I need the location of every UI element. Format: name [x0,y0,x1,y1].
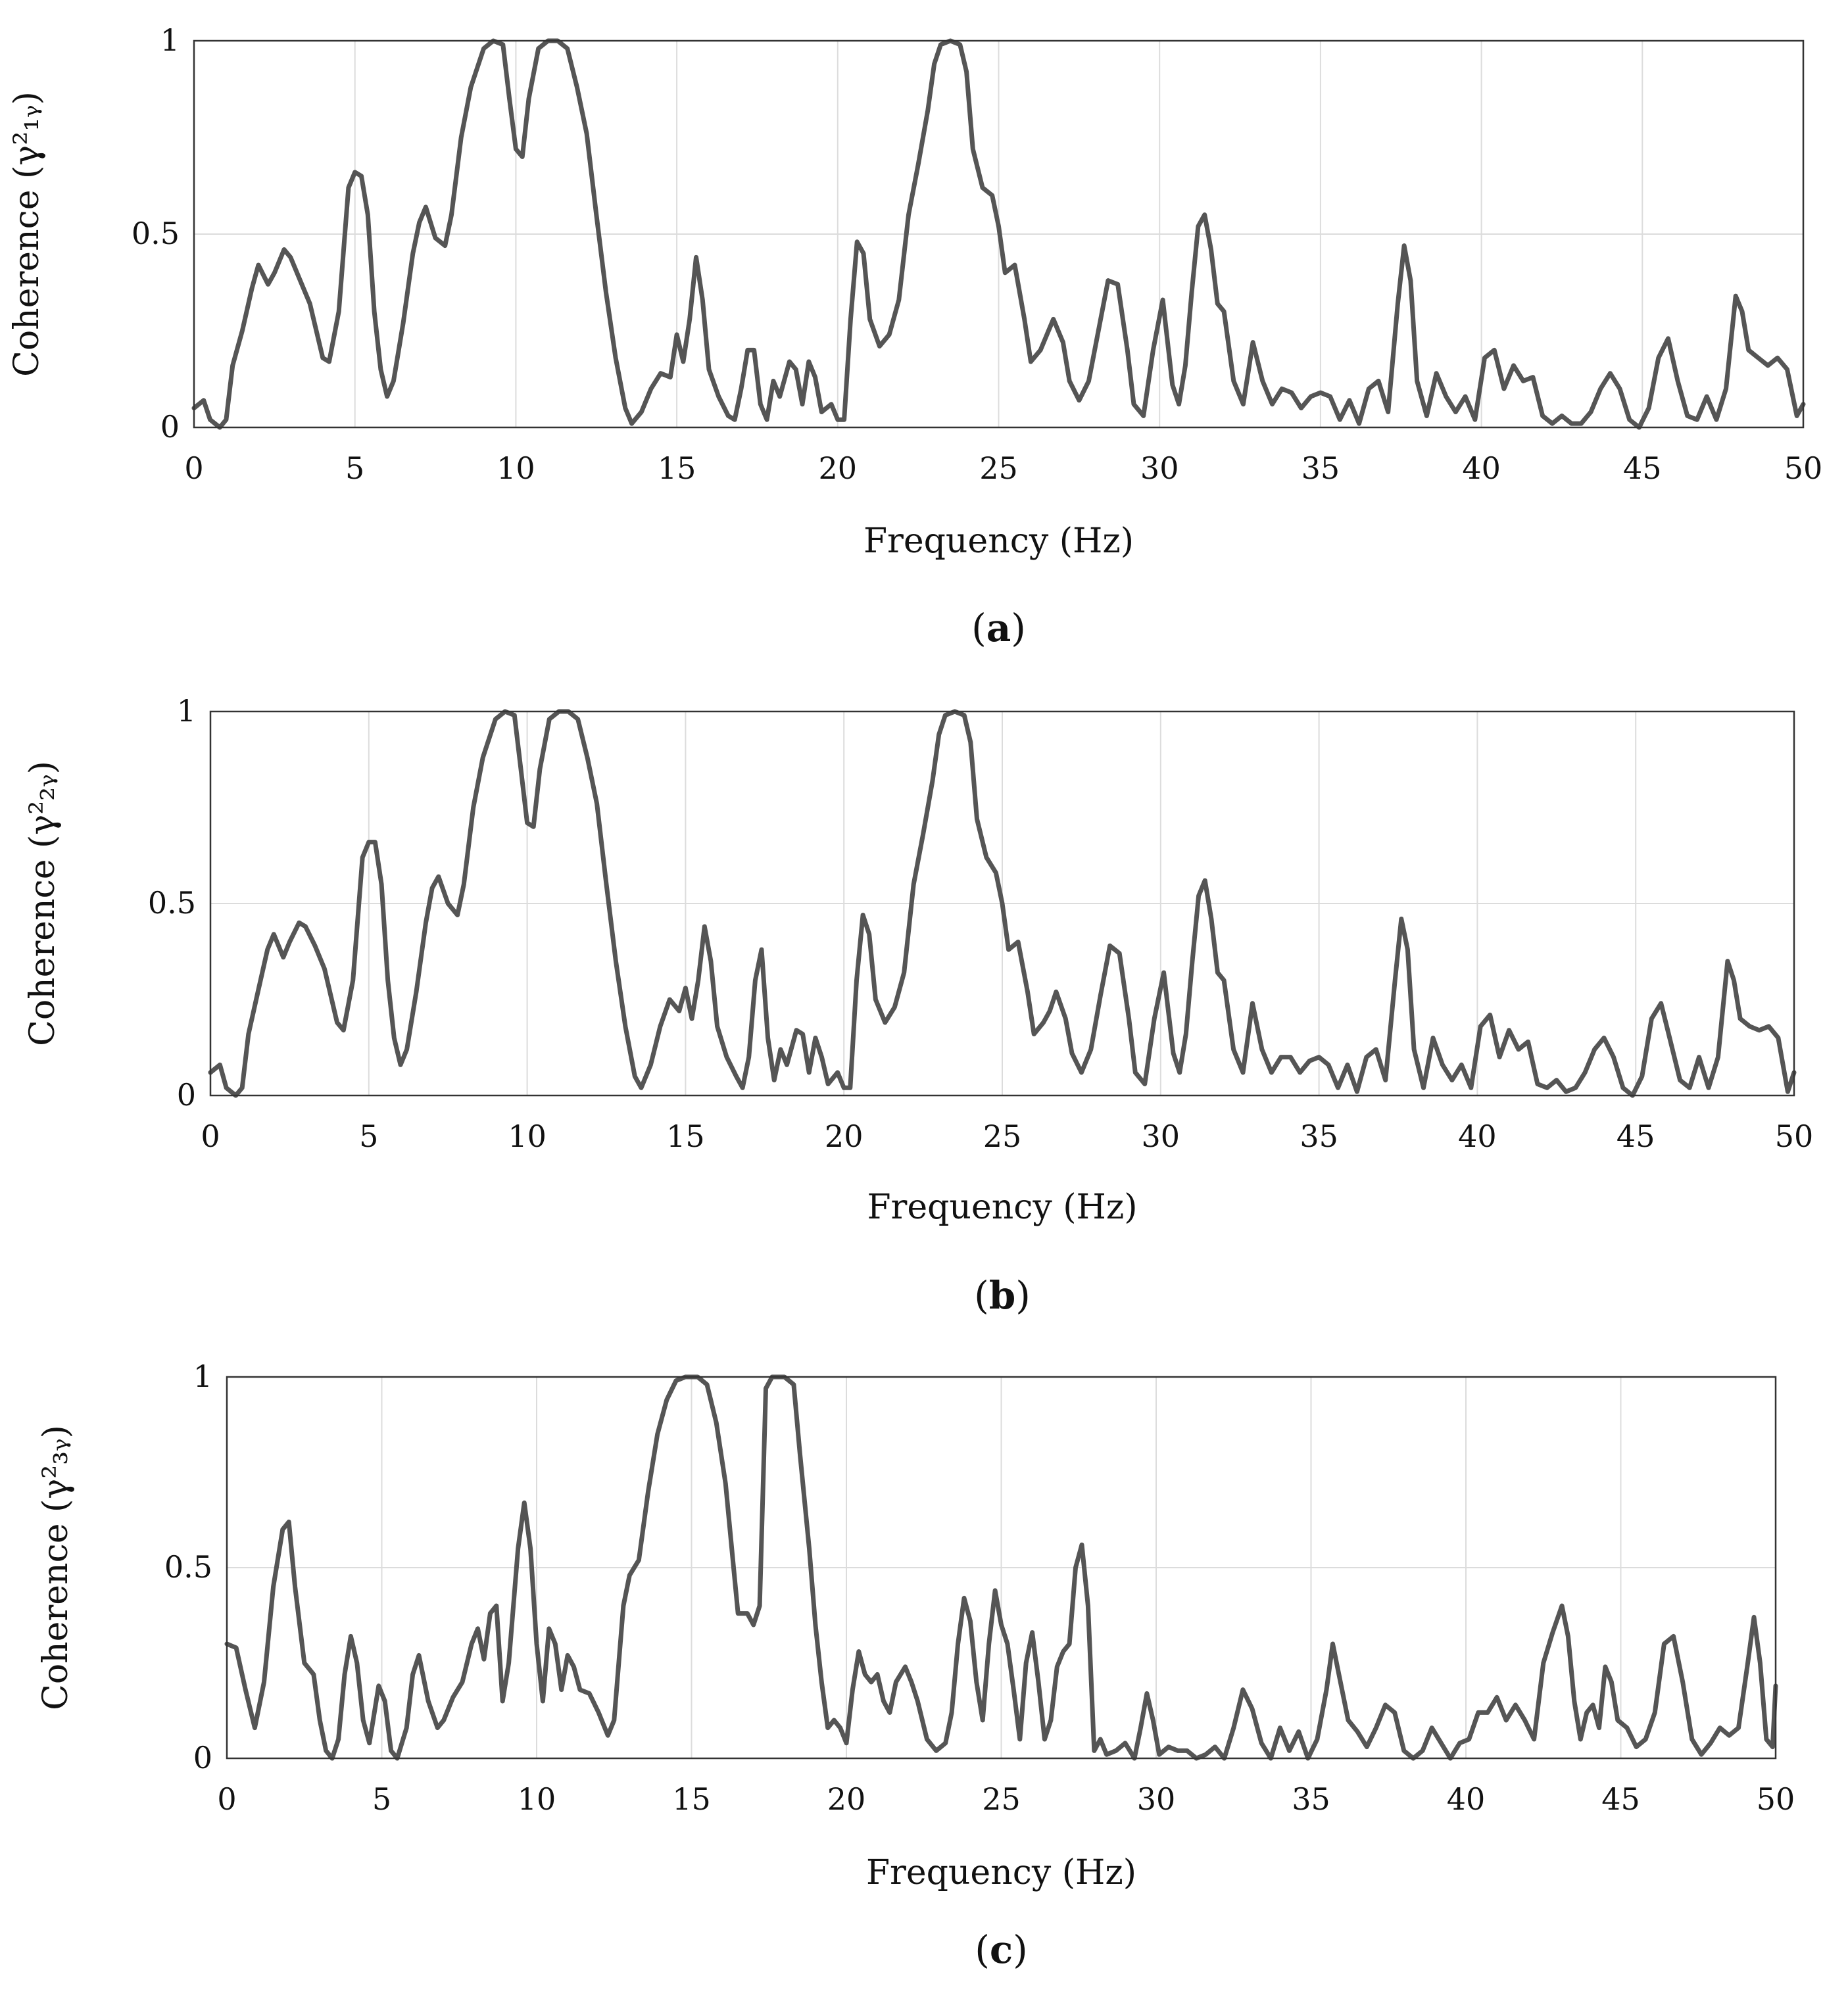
x-tick-label: 40 [1462,450,1501,486]
panel-a: 0 5 10 15 20 25 30 35 40 45 50 0 0.5 1 Frequency (Hz) C… [7,22,1822,650]
panel-c: 0 5 10 15 20 25 30 35 40 45 50 0 0.5 1 Frequency (Hz) C… [36,1359,1795,1972]
x-axis-label: Frequency (Hz) [866,1853,1136,1892]
x-tick-label: 25 [982,1781,1021,1817]
x-tick-label: 5 [345,450,364,486]
plot-frame [209,710,1795,1097]
x-tick-label: 30 [1137,1781,1176,1817]
coherence-line [224,1374,1778,1761]
x-tick-label: 10 [497,450,535,486]
panel-caption: (c) [975,1927,1028,1972]
x-tick-label: 40 [1458,1119,1497,1154]
y-tick-label: 0 [193,1740,212,1775]
x-tick-label: 30 [1142,1119,1180,1154]
panel-b: 0 5 10 15 20 25 30 35 40 45 50 0 0.5 1 Frequency (Hz) C… [23,693,1813,1318]
x-tick-label: 35 [1292,1781,1330,1817]
x-tick-label: 50 [1757,1781,1795,1817]
panel-caption: (b) [974,1273,1031,1318]
x-tick-label: 15 [658,450,696,486]
x-tick-label: 30 [1140,450,1179,486]
x-tick-label: 20 [827,1781,866,1817]
y-tick-label: 0.5 [132,216,180,251]
y-tick-label: 1 [193,1359,212,1394]
x-tick-label: 15 [666,1119,705,1154]
x-tick-label: 5 [359,1119,378,1154]
plot-frame [226,1376,1777,1760]
x-tick-label: 50 [1784,450,1823,486]
x-tick-label: 35 [1301,450,1340,486]
y-axis-label: Coherence (γ²₂ᵧ) [23,761,62,1046]
panel-caption-letter: a [986,606,1011,650]
coherence-line [208,709,1797,1098]
x-axis-label: Frequency (Hz) [863,521,1134,561]
coherence-line [191,38,1806,430]
x-tick-label: 0 [201,1119,220,1154]
y-tick-label: 0.5 [164,1549,212,1585]
plot-frame [193,39,1805,429]
x-tick-label: 10 [508,1119,547,1154]
y-tick-label: 0 [177,1077,196,1113]
x-tick-label: 45 [1623,450,1662,486]
x-tick-label: 15 [672,1781,711,1817]
y-tick-label: 0.5 [148,885,196,921]
y-tick-label: 0 [160,409,180,445]
x-tick-label: 10 [518,1781,556,1817]
y-axis-label: Coherence (γ²₁ᵧ) [7,91,47,377]
y-tick-label: 1 [177,693,196,729]
x-tick-label: 45 [1601,1781,1640,1817]
x-tick-label: 45 [1617,1119,1655,1154]
y-axis-label: Coherence (γ²₃ᵧ) [36,1425,76,1710]
y-tick-label: 1 [160,22,180,58]
x-tick-label: 0 [217,1781,236,1817]
x-tick-label: 50 [1775,1119,1814,1154]
x-tick-label: 20 [825,1119,863,1154]
x-tick-label: 25 [983,1119,1022,1154]
x-tick-label: 40 [1447,1781,1486,1817]
panel-caption-letter: c [990,1927,1013,1972]
x-tick-label: 0 [184,450,203,486]
x-tick-label: 25 [979,450,1018,486]
x-axis-label: Frequency (Hz) [867,1188,1137,1227]
panel-caption-letter: b [989,1273,1016,1318]
x-tick-label: 20 [819,450,858,486]
x-tick-label: 35 [1300,1119,1338,1154]
x-tick-label: 5 [372,1781,391,1817]
panel-caption: (a) [971,606,1026,650]
